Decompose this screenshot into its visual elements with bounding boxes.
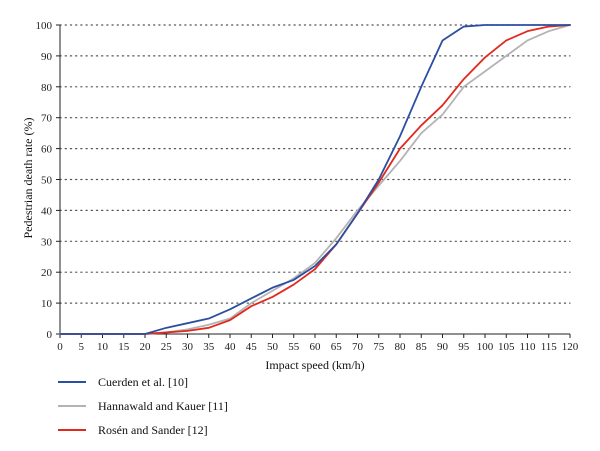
x-tick-label-35: 35 xyxy=(203,341,215,353)
x-tick-label-100: 100 xyxy=(477,341,494,353)
legend: Cuerden et al. [10] Hannawald and Kauer … xyxy=(58,372,228,444)
x-tick-label-55: 55 xyxy=(288,341,300,353)
x-tick-label-50: 50 xyxy=(267,341,279,353)
x-tick-label-5: 5 xyxy=(79,341,85,353)
x-tick-label-80: 80 xyxy=(395,341,407,353)
legend-swatch-cuerden xyxy=(58,381,86,383)
y-axis-label: Pedestrian death rate (%) xyxy=(21,118,35,239)
legend-item-cuerden: Cuerden et al. [10] xyxy=(58,372,228,392)
x-tick-label-115: 115 xyxy=(541,341,558,353)
x-tick-label-75: 75 xyxy=(373,341,385,353)
series-line-0 xyxy=(59,24,571,335)
legend-item-rosen: Rosén and Sander [12] xyxy=(58,420,228,440)
x-tick-label-90: 90 xyxy=(437,341,449,353)
x-tick-label-95: 95 xyxy=(458,341,470,353)
y-tick-label-40: 40 xyxy=(41,205,53,217)
y-tick-label-90: 90 xyxy=(41,51,53,63)
x-tick-label-20: 20 xyxy=(140,341,152,353)
y-tick-label-0: 0 xyxy=(47,329,53,341)
x-tick-label-25: 25 xyxy=(161,341,173,353)
x-tick-label-40: 40 xyxy=(225,341,237,353)
y-tick-label-30: 30 xyxy=(41,236,53,248)
y-tick-labels: 0 10 20 30 40 50 60 70 80 90 100 xyxy=(36,20,60,341)
x-tick-label-70: 70 xyxy=(352,341,364,353)
legend-label-cuerden: Cuerden et al. [10] xyxy=(98,374,188,389)
x-tick-label-30: 30 xyxy=(182,341,194,353)
x-tick-label-85: 85 xyxy=(416,341,428,353)
x-tick-label-15: 15 xyxy=(118,341,130,353)
x-tick-label-60: 60 xyxy=(310,341,322,353)
y-tick-label-50: 50 xyxy=(41,175,53,187)
y-tick-label-20: 20 xyxy=(41,267,53,279)
legend-swatch-rosen xyxy=(58,429,86,431)
x-tick-label-105: 105 xyxy=(498,341,515,353)
x-tick-labels: 0 5 10 15 20 25 30 35 40 45 50 55 60 65 70 75 80 85 90 95 10… xyxy=(57,334,579,353)
series-lines xyxy=(59,24,571,335)
legend-item-hannawald: Hannawald and Kauer [11] xyxy=(58,396,228,416)
gridlines xyxy=(59,24,571,304)
y-tick-label-10: 10 xyxy=(41,298,53,310)
x-tick-label-45: 45 xyxy=(246,341,258,353)
legend-label-hannawald: Hannawald and Kauer [11] xyxy=(98,398,228,413)
y-tick-label-70: 70 xyxy=(41,113,53,125)
y-tick-label-80: 80 xyxy=(41,82,53,94)
x-axis-label: Impact speed (km/h) xyxy=(265,358,364,372)
x-tick-label-65: 65 xyxy=(331,341,343,353)
x-tick-label-120: 120 xyxy=(562,341,579,353)
legend-label-rosen: Rosén and Sander [12] xyxy=(98,422,208,437)
y-tick-label-100: 100 xyxy=(36,20,53,32)
x-tick-label-10: 10 xyxy=(97,341,109,353)
y-tick-label-60: 60 xyxy=(41,144,53,156)
x-tick-label-110: 110 xyxy=(519,341,536,353)
legend-swatch-hannawald xyxy=(58,405,86,407)
x-tick-label-0: 0 xyxy=(57,341,63,353)
